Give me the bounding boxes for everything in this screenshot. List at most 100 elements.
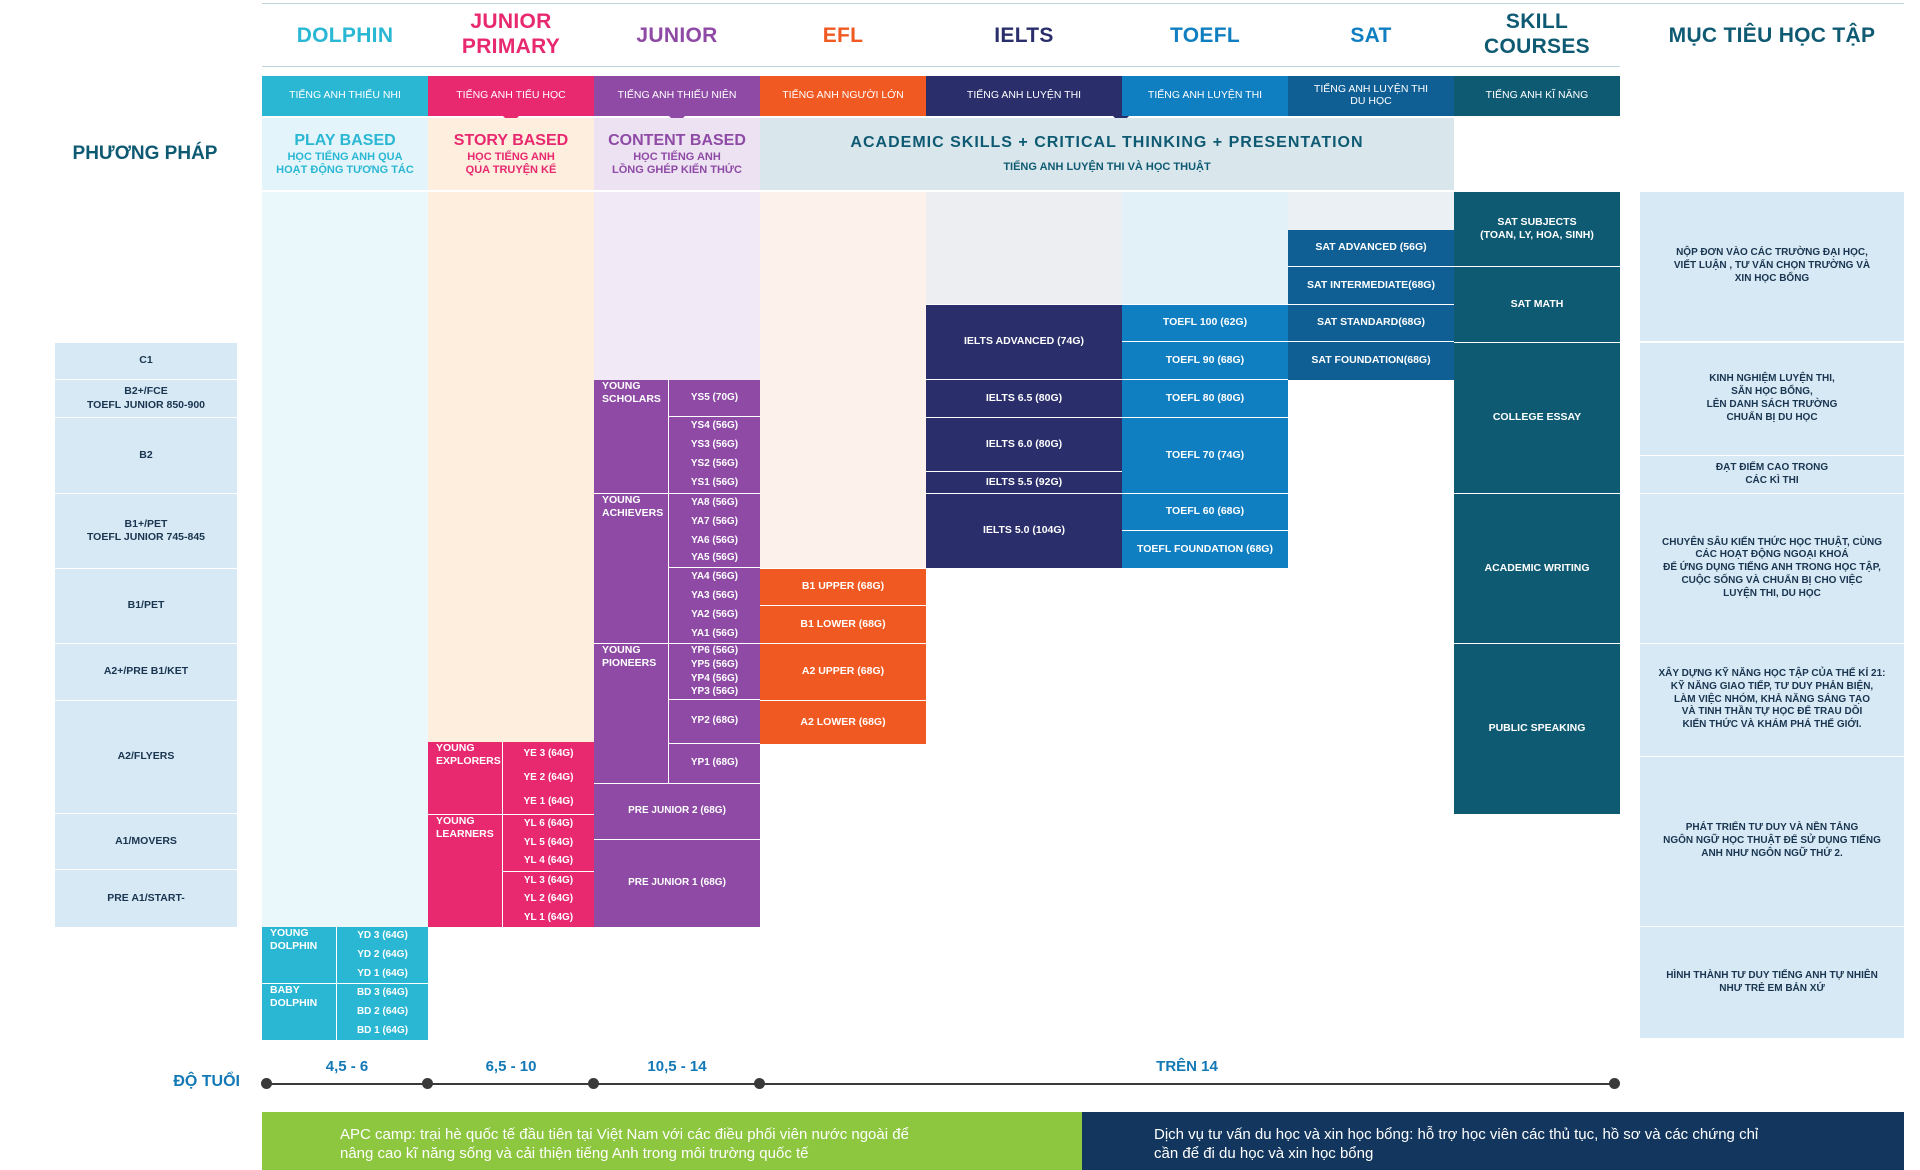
bg-dolphin [262, 192, 428, 927]
sub-dolphin: TIẾNG ANH THIẾU NHI [262, 76, 428, 116]
title-rule [262, 66, 1620, 67]
level-ya2: YA2 (56G) [669, 606, 760, 625]
level-ya3: YA3 (56G) [669, 587, 760, 606]
level-ye3: YE 3 (64G) [503, 742, 594, 766]
camp-line-1: APC camp: trại hè quốc tế đầu tiên tại V… [340, 1126, 909, 1143]
method-story: STORY BASED HỌC TIẾNG ANH QUA TRUYỆN KỂ [428, 118, 594, 190]
sub-sat: TIẾNG ANH LUYỆN THI DU HỌC [1288, 76, 1454, 116]
col-title-junior: JUNIOR [636, 23, 718, 47]
bg-sat [1288, 192, 1454, 230]
cefr-b1pet: B1+/PET TOEFL JUNIOR 745-845 [55, 494, 237, 569]
level-ys5: YS5 (70G) [669, 380, 760, 417]
level-yd3: YD 3 (64G) [337, 927, 428, 946]
junior-vline [668, 380, 669, 783]
level-ye1: YE 1 (64G) [503, 790, 594, 814]
level-yl5: YL 5 (64G) [503, 834, 594, 852]
cefr-b2fce: B2+/FCE TOEFL JUNIOR 850-900 [55, 380, 237, 418]
level-prej1: PRE JUNIOR 1 (68G) [594, 840, 760, 927]
group-young-dolphin: YOUNG DOLPHIN [262, 927, 336, 983]
bg-ielts [926, 192, 1122, 304]
group-young-explorers: YOUNG EXPLORERS [428, 742, 502, 814]
level-sat-foundation: SAT FOUNDATION(68G) [1288, 342, 1454, 380]
group-young-pioneers: YOUNG PIONEERS [594, 644, 668, 783]
level-ya1: YA1 (56G) [669, 625, 760, 643]
age-range-2: 6,5 - 10 [485, 1058, 537, 1075]
goal-university: NỘP ĐƠN VÀO CÁC TRƯỜNG ĐẠI HỌC, VIẾT LUẬN… [1640, 192, 1904, 342]
group-baby-dolphin: BABY DOLPHIN [262, 984, 336, 1040]
level-sat-advanced: SAT ADVANCED (56G) [1288, 230, 1454, 267]
level-ys3: YS3 (56G) [669, 436, 760, 455]
skill-sat-math: SAT MATH [1454, 267, 1620, 343]
dolphin-divider [262, 983, 428, 984]
level-yd1: YD 1 (64G) [337, 965, 428, 983]
age-range-4: TRÊN 14 [1156, 1058, 1218, 1075]
level-ys2: YS2 (56G) [669, 455, 760, 474]
age-dot-3 [588, 1078, 599, 1089]
method-play: PLAY BASED HỌC TIẾNG ANH QUA HOẠT ĐỘNG TƯƠ… [262, 118, 428, 190]
camp-banner: APC camp: trại hè quốc tế đầu tiên tại V… [262, 1112, 1082, 1170]
level-ya6: YA6 (56G) [669, 532, 760, 550]
top-rule [262, 3, 1904, 4]
level-ielts-60: IELTS 6.0 (80G) [926, 418, 1122, 472]
skill-college-essay: COLLEGE ESSAY [1454, 343, 1620, 494]
level-ielts-55: IELTS 5.5 (92G) [926, 472, 1122, 494]
level-toefl-60: TOEFL 60 (68G) [1122, 494, 1288, 531]
goal-academic-knowledge: CHUYÊN SÂU KIẾN THỨC HỌC THUẬT, CÙNG CÁC … [1640, 494, 1904, 644]
skill-public-speaking: PUBLIC SPEAKING [1454, 644, 1620, 814]
age-dot-1 [261, 1078, 272, 1089]
age-dot-2 [422, 1078, 433, 1089]
col-title-goals: MỤC TIÊU HỌC TẬP [1668, 23, 1876, 47]
bg-primary [428, 192, 594, 742]
level-ya5: YA5 (56G) [669, 550, 760, 568]
level-yl6: YL 6 (64G) [503, 815, 594, 834]
study-abroad-banner: Dịch vụ tư vấn du học và xin học bổng: h… [1082, 1112, 1904, 1170]
level-ya7: YA7 (56G) [669, 513, 760, 532]
junior-div2 [594, 643, 760, 644]
level-toefl-100: TOEFL 100 (62G) [1122, 305, 1288, 342]
cefr-prea1: PRE A1/START- [55, 870, 237, 927]
age-dot-4 [754, 1078, 765, 1089]
col-title-efl: EFL [822, 23, 864, 47]
goal-second-language: PHÁT TRIỂN TƯ DUY VÀ NỀN TẢNG NGÔN NGỮ HỌ… [1640, 757, 1904, 927]
age-range-3: 10,5 - 14 [647, 1058, 707, 1075]
junior-div1 [594, 493, 760, 494]
col-title-sat: SAT [1350, 23, 1392, 47]
sub-efl: TIẾNG ANH NGƯỜI LỚN [760, 76, 926, 116]
cefr-c1: C1 [55, 343, 237, 380]
level-sat-standard: SAT STANDARD(68G) [1288, 305, 1454, 342]
level-yp2: YP2 (68G) [669, 700, 760, 744]
level-toefl-90: TOEFL 90 (68G) [1122, 342, 1288, 380]
method-label: PHƯƠNG PHÁP [72, 143, 218, 165]
level-yl1: YL 1 (64G) [503, 909, 594, 927]
sub-ielts: TIẾNG ANH LUYỆN THI [926, 76, 1122, 116]
dolphin-vline [336, 927, 337, 1040]
cefr-a2: A2/FLYERS [55, 701, 237, 814]
level-yp3: YP3 (56G) [669, 686, 760, 700]
level-toefl-80: TOEFL 80 (80G) [1122, 380, 1288, 418]
junior-div3 [594, 783, 760, 784]
bg-toefl [1122, 192, 1288, 304]
bg-efl [760, 192, 926, 568]
level-ya8: YA8 (56G) [669, 494, 760, 513]
sub-junior-primary: TIẾNG ANH TIỂU HỌC [428, 76, 594, 116]
sub-skill: TIẾNG ANH KĨ NĂNG [1454, 76, 1620, 116]
level-yp1: YP1 (68G) [669, 744, 760, 783]
level-a2-lower: A2 LOWER (68G) [760, 701, 926, 744]
cefr-b2: B2 [55, 418, 237, 494]
goal-21st-century-skills: XÂY DỰNG KỸ NĂNG HỌC TẬP CỦA THẾ KỈ 21: K… [1640, 644, 1904, 757]
method-academic: ACADEMIC SKILLS + CRITICAL THINKING + PR… [760, 118, 1454, 190]
col-title-skill: SKILL COURSES [1484, 10, 1590, 58]
level-yl3: YL 3 (64G) [503, 872, 594, 890]
col-title-ielts: IELTS [994, 23, 1054, 47]
level-yd2: YD 2 (64G) [337, 946, 428, 965]
skill-academic-writing: ACADEMIC WRITING [1454, 494, 1620, 644]
col-title-junior-primary: JUNIOR PRIMARY [461, 10, 561, 58]
level-toefl-foundation: TOEFL FOUNDATION (68G) [1122, 531, 1288, 568]
sub-toefl: TIẾNG ANH LUYỆN THI [1122, 76, 1288, 116]
col-title-dolphin: DOLPHIN [296, 23, 394, 47]
group-young-achievers: YOUNG ACHIEVERS [594, 494, 668, 643]
study-line-2: cần để đi du học và xin học bổng [1154, 1144, 1374, 1162]
age-axis [266, 1083, 1614, 1085]
yl-divider [503, 871, 594, 872]
camp-line-2: nâng cao kĩ năng sống và cải thiện tiếng… [340, 1144, 809, 1162]
